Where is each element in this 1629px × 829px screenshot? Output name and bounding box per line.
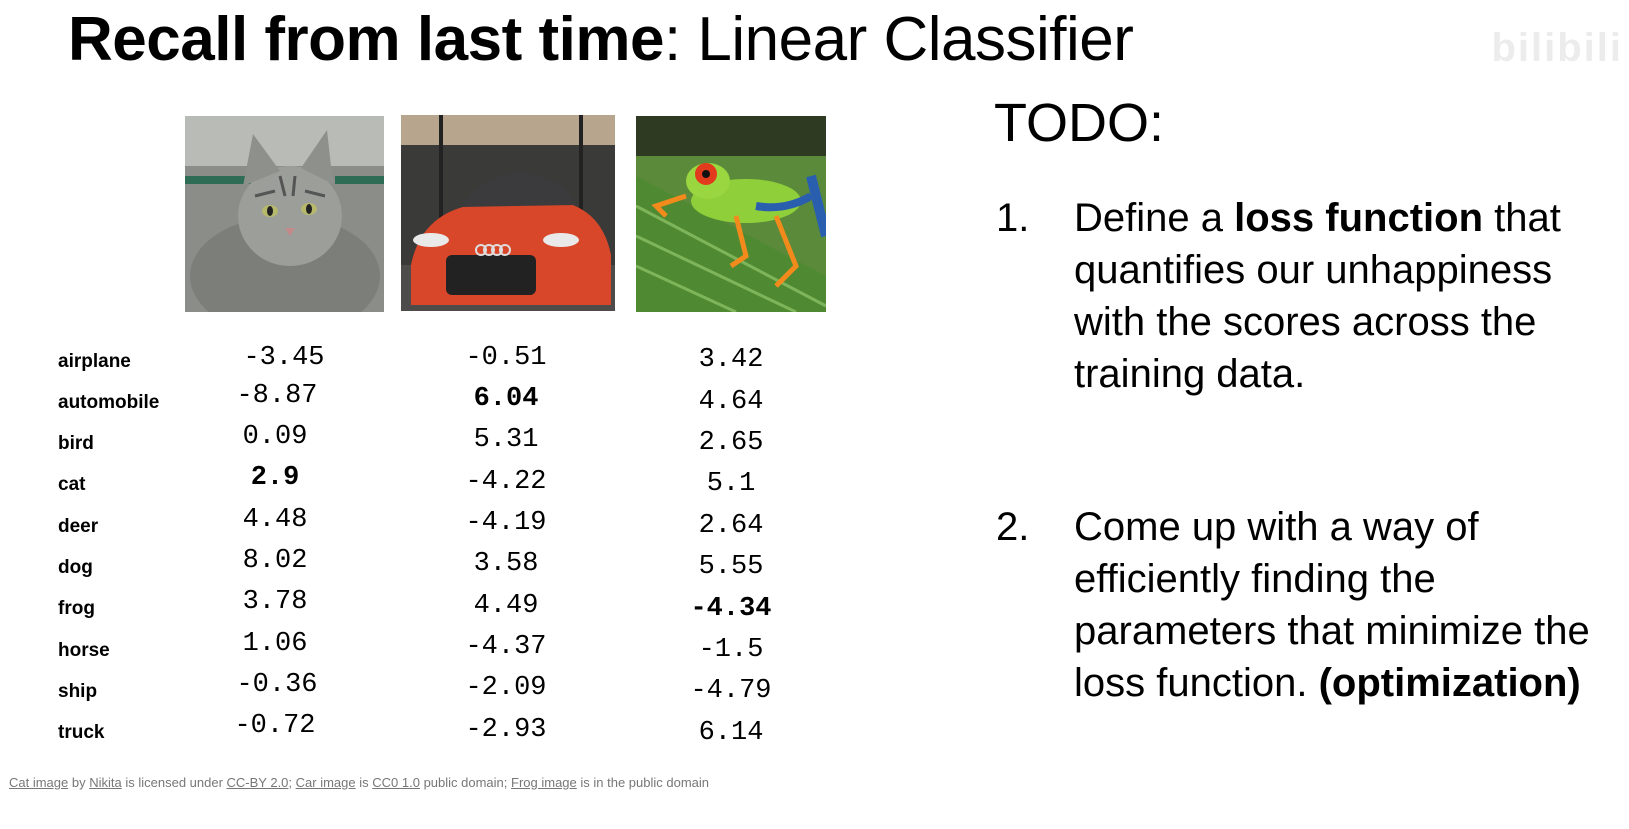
credits-pd1: public domain; (419, 775, 512, 790)
row-label-horse: horse (58, 640, 110, 661)
score-car-automobile: 6.04 (473, 384, 539, 414)
row-label-automobile: automobile (58, 392, 160, 413)
row-label-cat: cat (58, 474, 86, 495)
frog-photo-icon (636, 116, 826, 312)
score-car-airplane: -0.51 (465, 343, 547, 373)
row-label-deer: deer (58, 516, 99, 537)
score-cat-cat: 2.9 (250, 463, 300, 493)
score-cat-ship: -0.36 (236, 670, 318, 700)
score-frog-airplane: 3.42 (698, 345, 764, 375)
row-label-dog: dog (58, 557, 93, 578)
score-car-truck: -2.93 (465, 715, 547, 745)
row-label-airplane: airplane (58, 351, 131, 372)
cc0-link[interactable]: CC0 1.0 (372, 775, 420, 790)
todo-item-1-bold: loss function (1234, 196, 1483, 240)
score-frog-truck: 6.14 (698, 718, 764, 748)
credits-by: by (68, 775, 90, 790)
slide-title: Recall from last time: Linear Classifier (68, 4, 1134, 75)
score-cat-automobile: -8.87 (236, 381, 318, 411)
cat-image-link[interactable]: Cat image (9, 775, 69, 790)
cc-by-link[interactable]: CC-BY 2.0 (226, 775, 289, 790)
nikita-link[interactable]: Nikita (89, 775, 122, 790)
score-cat-deer: 4.48 (242, 505, 308, 535)
car-photo-icon (401, 115, 615, 311)
credits-pd2: is in the public domain (576, 775, 710, 790)
score-cat-frog: 3.78 (242, 587, 308, 617)
row-label-bird: bird (58, 433, 94, 454)
score-cat-bird: 0.09 (242, 422, 308, 452)
score-frog-cat: 5.1 (706, 469, 756, 499)
title-rest: : Linear Classifier (663, 5, 1134, 74)
credits-is: is (355, 775, 373, 790)
score-frog-deer: 2.64 (698, 511, 764, 541)
score-cat-dog: 8.02 (242, 546, 308, 576)
row-label-truck: truck (58, 722, 105, 743)
score-cat-horse: 1.06 (242, 629, 308, 659)
score-frog-horse: -1.5 (698, 635, 764, 665)
watermark-logo: bilibili (1491, 26, 1623, 70)
score-car-horse: -4.37 (465, 632, 547, 662)
score-frog-automobile: 4.64 (698, 387, 764, 417)
todo-item-1-post: that quantifies our unhappiness with the… (1074, 196, 1561, 396)
image-credits: Cat image by Nikita is licensed under CC… (9, 775, 709, 790)
todo-item-1-text: Define a loss function that quantifies o… (1074, 192, 1594, 400)
score-cat-airplane: -3.45 (243, 343, 325, 373)
score-car-bird: 5.31 (473, 425, 539, 455)
todo-item-2-text: Come up with a way of efficiently findin… (1074, 501, 1594, 709)
score-frog-bird: 2.65 (698, 428, 764, 458)
score-car-dog: 3.58 (473, 549, 539, 579)
todo-heading: TODO: (994, 93, 1165, 153)
score-car-frog: 4.49 (473, 591, 539, 621)
score-cat-truck: -0.72 (234, 711, 316, 741)
score-car-ship: -2.09 (465, 673, 547, 703)
row-label-frog: frog (58, 598, 95, 619)
todo-item-2-number: 2. (996, 505, 1030, 549)
cat-photo-icon (185, 116, 384, 312)
car-image-link[interactable]: Car image (295, 775, 356, 790)
frog-image-link[interactable]: Frog image (511, 775, 577, 790)
credits-licensed: is licensed under (121, 775, 227, 790)
credits-sep: ; (288, 775, 296, 790)
score-car-cat: -4.22 (465, 467, 547, 497)
score-frog-frog: -4.34 (690, 594, 772, 624)
todo-item-2-main: Come up with a way of efficiently findin… (1074, 505, 1590, 705)
score-car-deer: -4.19 (465, 508, 547, 538)
score-frog-dog: 5.55 (698, 552, 764, 582)
title-bold: Recall from last time (68, 5, 664, 74)
todo-item-2-bold: (optimization) (1318, 661, 1581, 705)
score-frog-ship: -4.79 (690, 676, 772, 706)
todo-item-1-pre: Define a (1074, 196, 1235, 240)
row-label-ship: ship (58, 681, 98, 702)
todo-item-1-number: 1. (996, 196, 1030, 240)
